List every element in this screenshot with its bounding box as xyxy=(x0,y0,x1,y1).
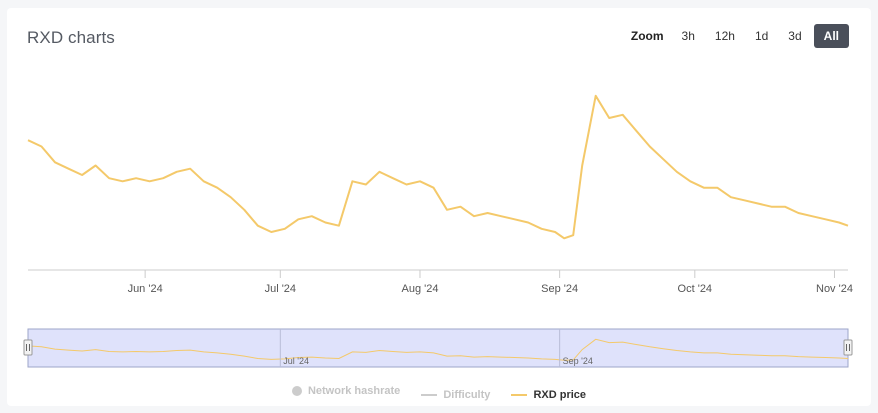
legend-line-icon xyxy=(511,394,528,396)
x-ticks: Jun '24 Jul '24 Aug '24 Sep '24 Oct '24 Nov '… xyxy=(128,270,853,295)
x-tick-label: Jun '24 xyxy=(128,283,163,295)
handle-grip[interactable] xyxy=(843,339,853,356)
legend-item-difficulty[interactable]: Difficulty xyxy=(421,389,490,401)
zoom-3h-button[interactable]: 3h xyxy=(681,29,695,43)
zoom-3d-button[interactable]: 3d xyxy=(788,29,802,43)
navigator-series-line xyxy=(27,338,849,361)
legend-dot-icon xyxy=(291,386,302,396)
navigator[interactable]: Jul '24 Sep '24 xyxy=(23,328,853,368)
chart-card: RXD charts Zoom 3h 12h 1d 3d All Jun '24… xyxy=(7,8,871,406)
legend-item-network-hashrate[interactable]: Network hashrate xyxy=(291,385,401,397)
zoom-label: Zoom xyxy=(630,29,664,43)
navigator-handle-left[interactable] xyxy=(23,339,33,356)
zoom-1d-button[interactable]: 1d xyxy=(754,29,769,43)
price-chart: Jun '24 Jul '24 Aug '24 Sep '24 Oct '24 Nov '… xyxy=(23,94,853,368)
navigator-tick-label: Sep '24 xyxy=(563,356,593,366)
plot-area: Jun '24 Jul '24 Aug '24 Sep '24 Oct '24 Nov '… xyxy=(27,94,853,295)
navigator-handle-right[interactable] xyxy=(843,339,853,356)
x-tick-label: Nov '24 xyxy=(816,283,853,295)
legend-label: RXD price xyxy=(533,389,587,401)
zoom-all-button[interactable]: All xyxy=(813,24,849,48)
legend-line-icon xyxy=(421,394,438,396)
x-tick-label: Aug '24 xyxy=(401,283,438,295)
x-tick-label: Oct '24 xyxy=(678,283,713,295)
price-series-line xyxy=(27,94,849,240)
legend-item-rxd-price[interactable]: RXD price xyxy=(511,389,586,401)
legend-label: Network hashrate xyxy=(307,385,401,397)
x-tick-label: Sep '24 xyxy=(541,283,578,295)
zoom-controls: Zoom 3h 12h 1d 3d All xyxy=(631,24,849,48)
legend: Network hashrate Difficulty RXD price xyxy=(7,385,871,401)
handle-grip[interactable] xyxy=(23,339,33,356)
x-tick-label: Jul '24 xyxy=(265,283,296,295)
navigator-tick-label: Jul '24 xyxy=(283,356,309,366)
navigator-selection[interactable] xyxy=(27,328,849,368)
navigator-ticks: Jul '24 Sep '24 xyxy=(279,329,593,367)
legend-label: Difficulty xyxy=(443,389,491,401)
chart-title: RXD charts xyxy=(27,28,115,47)
zoom-12h-button[interactable]: 12h xyxy=(714,29,735,43)
